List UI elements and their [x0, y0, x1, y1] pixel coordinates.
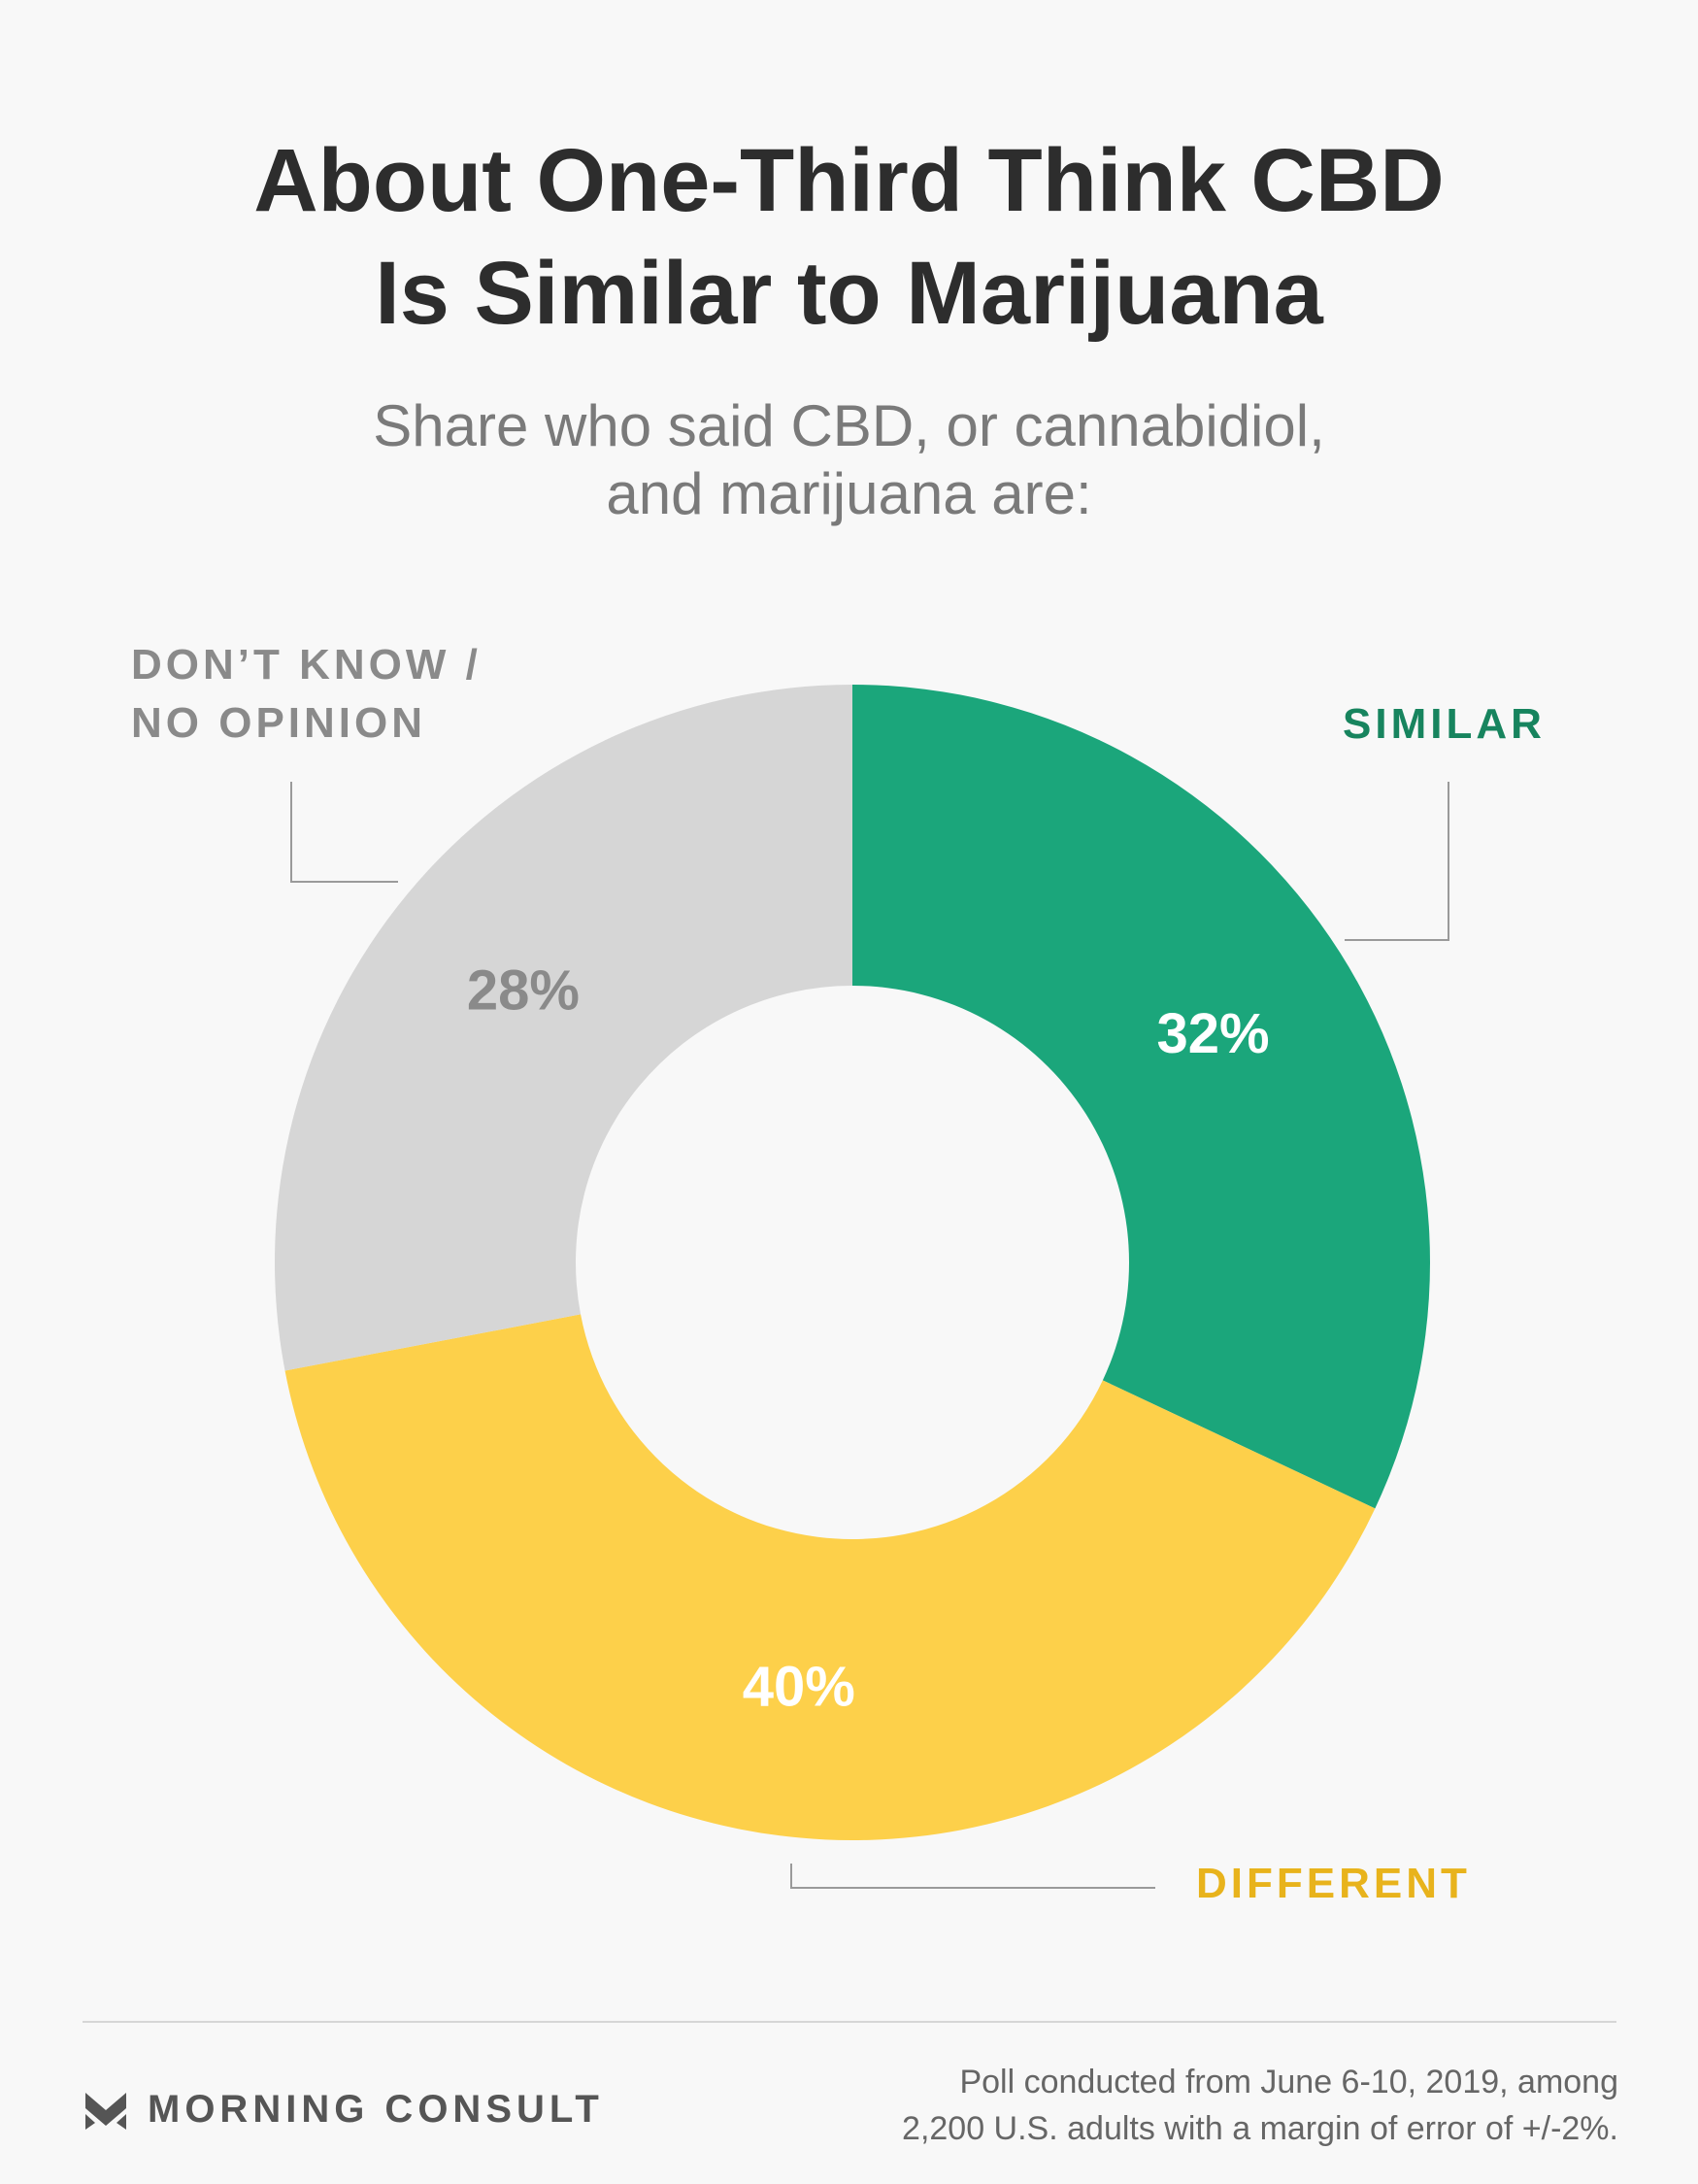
- brand-name: MORNING CONSULT: [148, 2087, 604, 2131]
- chart-title-line-1: About One-Third Think CBD: [253, 131, 1445, 230]
- leader-line-dont-know: [290, 782, 398, 883]
- label-dont-know-line-1: DON’T KNOW /: [131, 641, 482, 689]
- value-labels: 32% 40% 28%: [467, 959, 1270, 1719]
- leader-lines: [290, 782, 1449, 1889]
- slice-different: [284, 1314, 1376, 1840]
- chart-title: About One-Third Think CBD Is Similar to …: [0, 124, 1698, 350]
- morning-consult-chevron-icon: [85, 2093, 126, 2130]
- donut-slices: [275, 685, 1430, 1840]
- value-label-different: 40%: [743, 1656, 855, 1719]
- value-label-dont-know: 28%: [467, 959, 580, 1023]
- chart-subtitle-line-1: Share who said CBD, or cannabidiol,: [373, 393, 1325, 458]
- label-dont-know-line-2: NO OPINION: [131, 699, 427, 747]
- label-dont-know: DON’T KNOW / NO OPINION: [131, 636, 482, 753]
- label-similar: SIMILAR: [1343, 700, 1546, 748]
- label-different: DIFFERENT: [1196, 1860, 1471, 1907]
- value-label-similar: 32%: [1156, 1002, 1269, 1065]
- poll-note-line-2: 2,200 U.S. adults with a margin of error…: [902, 2110, 1618, 2147]
- leader-line-different: [790, 1864, 1155, 1889]
- footer-divider: [83, 2021, 1616, 2023]
- poll-note: Poll conducted from June 6-10, 2019, amo…: [902, 2059, 1618, 2152]
- brand: MORNING CONSULT: [85, 2080, 604, 2138]
- chart-subtitle-line-2: and marijuana are:: [606, 461, 1092, 526]
- chart-subtitle: Share who said CBD, or cannabidiol, and …: [0, 392, 1698, 528]
- poll-note-line-1: Poll conducted from June 6-10, 2019, amo…: [959, 2064, 1618, 2100]
- chart-title-line-2: Is Similar to Marijuana: [375, 244, 1323, 343]
- slice-dont-know: [275, 685, 852, 1371]
- leader-line-similar: [1345, 782, 1449, 941]
- slice-similar: [852, 685, 1430, 1509]
